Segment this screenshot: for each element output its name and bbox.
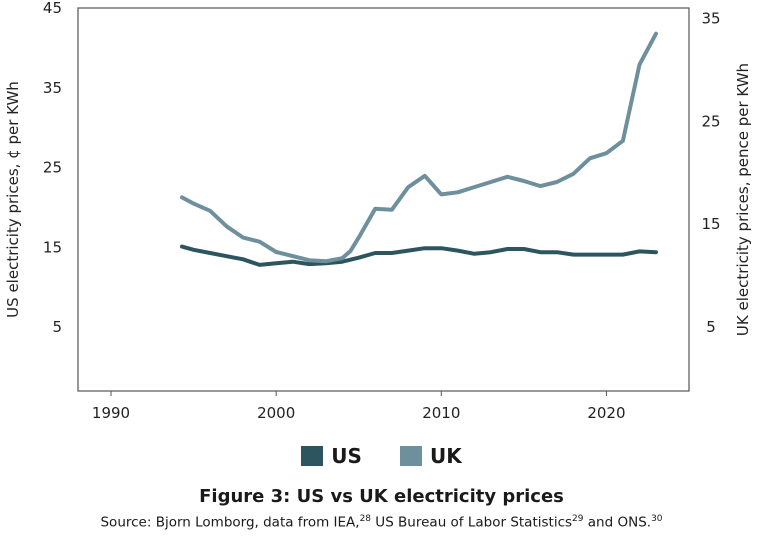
chart-svg: 5 15 25 35 45 5 15 25 35 1990 2000 2010 2020 US el…: [4, 0, 752, 422]
legend-item-us: US: [301, 444, 362, 468]
legend-swatch-uk: [399, 446, 422, 466]
series-lines: [180, 31, 658, 267]
figure-title: Figure 3: US vs UK electricity prices: [199, 486, 564, 507]
y-axis-title-left: US electricity prices, ¢ per KWh: [4, 81, 22, 318]
y-tick-label-right: 25: [701, 112, 720, 130]
x-tick-label: 2010: [422, 404, 460, 422]
legend-label-uk: UK: [429, 444, 462, 468]
left-axis-ticks: 5 15 25 35 45: [43, 0, 62, 336]
y-tick-label-right: 5: [706, 318, 716, 336]
source-ref-bls: 29: [572, 514, 584, 524]
source-text-bls: US Bureau of Labor Statistics: [371, 514, 573, 531]
y-tick-label-left: 25: [43, 159, 62, 177]
series-line-uk: [180, 31, 658, 264]
figure-source: Source: Bjorn Lomborg, data from IEA,28 …: [0, 514, 763, 531]
series-line-us: [180, 244, 658, 267]
right-axis-ticks: 5 15 25 35: [701, 9, 720, 336]
y-tick-label-right: 35: [701, 9, 720, 27]
y-tick-label-left: 5: [52, 318, 62, 336]
y-axis-title-right: UK electricity prices, pence per KWh: [734, 63, 752, 336]
plot-frame: [77, 7, 690, 392]
x-tick-label: 2000: [257, 404, 295, 422]
x-axis-ticks: 1990 2000 2010 2020: [92, 391, 626, 422]
x-tick-label: 2020: [587, 404, 625, 422]
y-tick-label-left: 35: [43, 79, 62, 97]
legend-label-us: US: [331, 444, 362, 468]
y-tick-label-left: 45: [43, 0, 62, 17]
source-ref-ons: 30: [651, 514, 663, 524]
source-ref-iea: 28: [359, 514, 372, 524]
source-text: Source: Bjorn Lomborg, data from IEA,: [100, 514, 360, 531]
x-tick-label: 1990: [92, 404, 130, 422]
y-tick-label-right: 15: [701, 215, 720, 233]
legend-item-uk: UK: [399, 444, 462, 468]
legend: US UK: [0, 444, 763, 468]
legend-swatch-us: [301, 446, 324, 466]
y-tick-label-left: 15: [43, 238, 62, 256]
source-text-ons: and ONS.: [583, 514, 652, 531]
